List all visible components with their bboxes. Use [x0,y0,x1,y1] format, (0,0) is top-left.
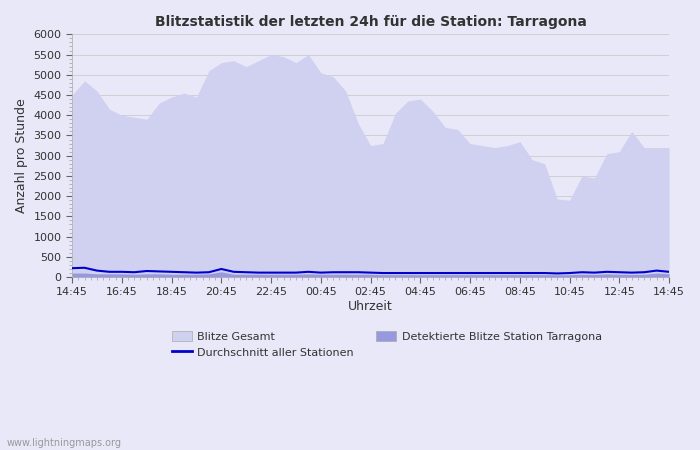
Y-axis label: Anzahl pro Stunde: Anzahl pro Stunde [15,99,28,213]
Legend: Blitze Gesamt, Durchschnitt aller Stationen, Detektierte Blitze Station Tarragon: Blitze Gesamt, Durchschnitt aller Statio… [167,326,606,362]
Title: Blitzstatistik der letzten 24h für die Station: Tarragona: Blitzstatistik der letzten 24h für die S… [155,15,587,29]
Text: www.lightningmaps.org: www.lightningmaps.org [7,438,122,448]
X-axis label: Uhrzeit: Uhrzeit [348,300,393,313]
